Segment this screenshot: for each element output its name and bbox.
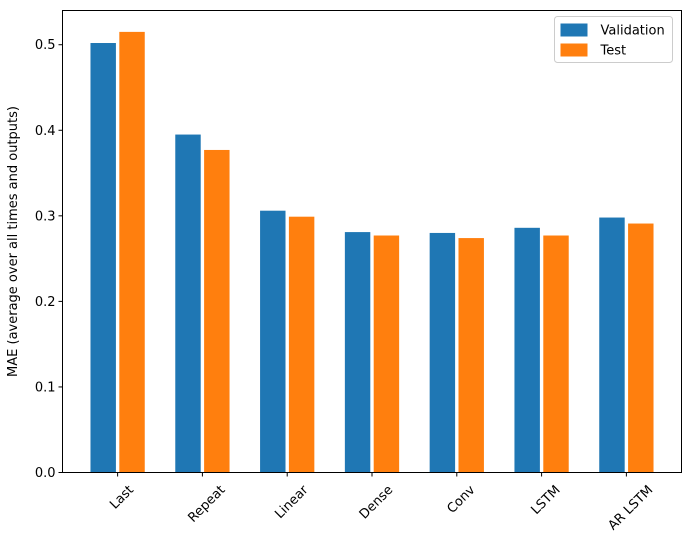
x-tick-label: AR LSTM <box>606 483 657 534</box>
bar-validation-last <box>90 43 116 473</box>
y-tick-label: 0.4 <box>35 124 56 139</box>
bar-test-conv <box>458 238 484 473</box>
x-tick-label: Last <box>107 483 137 513</box>
x-tick-label: LSTM <box>529 483 564 518</box>
x-tick-label: Repeat <box>185 483 228 526</box>
y-axis: 0.0 0.1 0.2 0.3 0.4 0.5 <box>35 38 63 481</box>
y-tick-label: 0.5 <box>35 38 56 53</box>
bar-test-ar-lstm <box>628 223 654 473</box>
bar-test-dense <box>373 235 400 473</box>
plot-border <box>62 10 682 473</box>
bar-validation-dense <box>344 232 371 473</box>
bars-layer <box>90 31 654 473</box>
bar-test-last <box>119 31 145 473</box>
bar-validation-linear <box>260 210 286 473</box>
y-tick-label: 0.0 <box>35 466 56 481</box>
y-tick-label: 0.3 <box>35 209 56 224</box>
bar-test-repeat <box>204 149 230 473</box>
bar-validation-conv <box>429 232 456 473</box>
legend-swatch-validation <box>560 23 588 37</box>
x-tick-label: Linear <box>272 482 312 522</box>
legend-label-validation: Validation <box>601 24 665 39</box>
x-tick-label: Dense <box>357 483 397 523</box>
legend: Validation Test <box>554 16 673 63</box>
bar-validation-lstm <box>514 227 540 473</box>
legend-label-test: Test <box>600 44 627 59</box>
bar-test-lstm <box>543 235 569 473</box>
bar-validation-repeat <box>175 134 201 473</box>
y-axis-label: MAE (average over all times and outputs) <box>6 106 21 377</box>
x-tick-label: Conv <box>444 483 478 517</box>
y-tick-label: 0.2 <box>35 295 56 310</box>
legend-swatch-test <box>560 43 588 57</box>
y-tick-label: 0.1 <box>35 380 56 395</box>
x-axis: Last Repeat Linear Dense Conv LSTM AR LSTM <box>107 472 657 534</box>
bar-validation-ar-lstm <box>599 217 625 473</box>
bar-test-linear <box>288 216 315 473</box>
